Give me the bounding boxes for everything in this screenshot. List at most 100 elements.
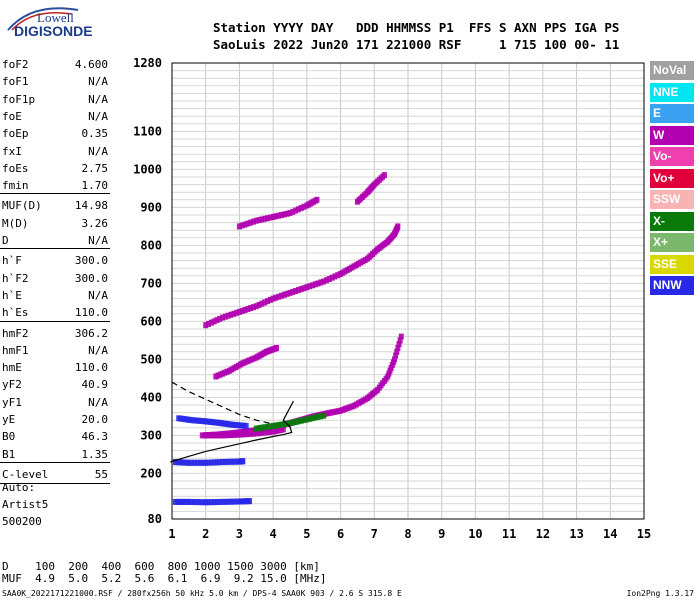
param-row: M(D) 3.26 [2,217,108,231]
trace-point [222,498,228,505]
x-tick-label: 12 [536,527,550,541]
param-name: h`E [2,288,22,302]
trace-point [273,294,279,301]
trace-point [397,337,403,344]
param-value: 40.9 [81,378,109,392]
trace-point [222,432,228,439]
param-value: 110.0 [74,361,108,375]
trace-point [307,283,313,290]
param-value: 110.0 [74,306,108,320]
trace-point [189,498,195,505]
param-row: hmE 110.0 [2,361,108,375]
trace-point [250,218,256,225]
separator [0,483,110,485]
trace-point [398,333,404,340]
trace-point [259,216,265,223]
trace-point [214,459,220,466]
trace-point [225,498,231,505]
legend-item: NNW [650,276,694,295]
trace-point [287,289,293,296]
trace-point [236,308,242,315]
param-value: 4.600 [74,58,108,71]
trace-point [265,215,271,222]
param-value: N/A [88,144,108,158]
trace-point [242,431,248,438]
trace-point [318,279,324,286]
trace-point [279,212,285,218]
trace-point [245,220,251,227]
profile-curve-dashed [171,381,274,425]
param-value: N/A [88,288,108,302]
trace-point [321,278,327,285]
y-tick-label: 400 [140,390,162,404]
trace-point [243,422,249,429]
x-tick-label: 6 [337,527,344,541]
trace-point [318,413,324,420]
trace-point [293,288,299,294]
x-tick-label: 9 [438,527,445,541]
param-value: 306.2 [74,326,108,340]
y-tick-label: 1100 [133,124,162,138]
trace-point [287,210,293,217]
trace-point [208,459,214,466]
trace-point [253,425,259,432]
param-row: foF1p N/A [2,93,108,107]
trace-point [222,313,228,320]
trace-point [186,498,192,505]
trace-point [225,312,231,319]
trace-point [253,217,259,224]
trace-point [242,221,248,228]
param-row: yF1 N/A [2,396,108,410]
trace-point [214,499,220,506]
trace-point [239,431,245,438]
param-name: foE [2,109,22,123]
legend-item: E [650,104,694,123]
trace-point [301,203,307,210]
param-name: fxI [2,144,22,158]
trace-point [256,217,262,224]
trace-point [393,352,399,359]
artist-code: 500200 [2,515,42,528]
param-name: foEs [2,161,29,175]
param-value: N/A [88,92,108,106]
header-row1: Station YYYY DAY DDD HHMMSS P1 FFS S AXN… [213,20,620,35]
trace-point [253,430,259,437]
param-row: h`F2 300.0 [2,272,108,286]
trace-point [189,459,195,466]
trace-point [265,298,271,305]
trace-point [191,499,197,506]
trace-point [332,273,338,280]
trace-point [225,432,231,439]
param-value: 46.3 [81,430,109,444]
param-name: hmE [2,361,22,375]
trace-point [312,414,318,421]
trace-point [298,205,304,212]
legend-item: W [650,125,694,145]
separator [0,248,110,250]
trace-point [194,499,200,506]
trace-point [231,310,237,317]
param-name: yE [2,413,16,426]
trace-point [326,275,332,282]
y-tick-label: 1000 [133,162,162,176]
y-tick-label: 900 [140,200,162,214]
param-name: hmF2 [2,326,29,340]
trace-point [270,213,276,220]
trace-point [200,459,206,466]
trace-point [200,499,206,506]
x-tick-label: 13 [569,527,583,541]
separator [0,461,110,463]
trace-point [281,421,287,428]
trace-point [211,499,217,506]
param-value: 3.26 [81,216,109,230]
logo-arc-icon [7,7,79,31]
trace-point [208,319,214,326]
param-row: yE 20.0 [2,413,108,427]
trace-point [335,272,341,279]
trace-point [309,282,315,289]
trace-point [234,309,240,316]
param-row: foEp 0.35 [2,127,108,141]
trace-point [206,459,212,466]
legend-item: Vo- [650,147,694,166]
